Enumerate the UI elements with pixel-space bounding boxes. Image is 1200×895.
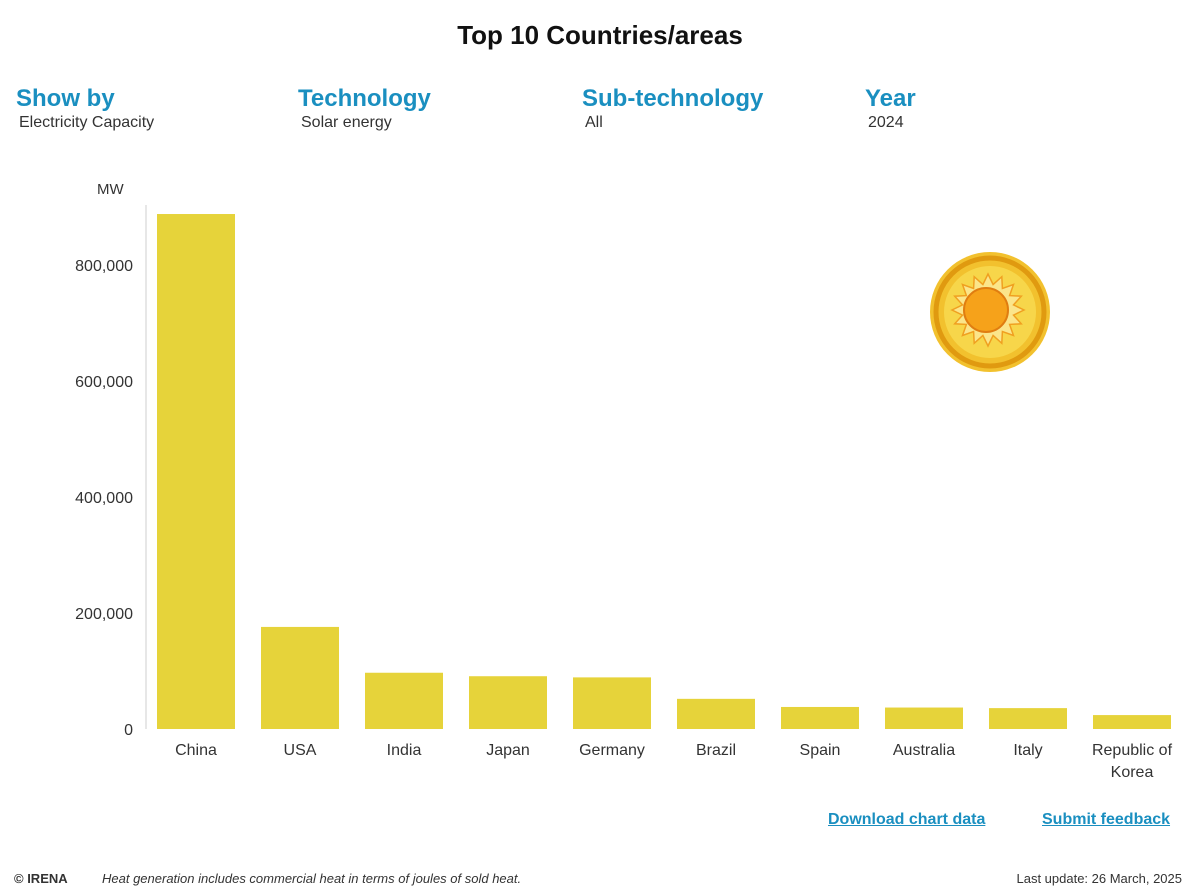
- y-tick-label: 600,000: [75, 374, 133, 391]
- filter-show-by[interactable]: Show by Electricity Capacity: [16, 84, 154, 132]
- bar-chart: MW 0 200,000 400,000 600,000 800,000 China USA I…: [75, 181, 1173, 781]
- bar-germany: [573, 677, 651, 729]
- y-tick-label: 200,000: [75, 606, 133, 623]
- filter-technology-value: Solar energy: [301, 114, 392, 131]
- filter-year-value: 2024: [868, 114, 904, 131]
- bar-spain: [781, 706, 859, 729]
- x-tick-label: Republic of: [1092, 742, 1173, 759]
- bar-italy: [989, 708, 1067, 729]
- x-tick-label: Spain: [800, 742, 841, 759]
- x-tick-label: Japan: [486, 742, 530, 759]
- filter-year[interactable]: Year 2024: [865, 84, 916, 132]
- bar-australia: [885, 707, 963, 729]
- y-tick-label: 800,000: [75, 258, 133, 275]
- footer-note: Heat generation includes commercial heat…: [102, 871, 522, 886]
- submit-feedback-link[interactable]: Submit feedback: [1042, 811, 1171, 828]
- x-tick-label: Germany: [579, 742, 645, 759]
- filter-sub-technology-label: Sub-technology: [582, 85, 764, 112]
- bar-india: [365, 672, 443, 729]
- download-chart-data-link[interactable]: Download chart data: [828, 811, 986, 828]
- x-tick-label: Brazil: [696, 742, 736, 759]
- bar-china: [157, 214, 235, 729]
- x-tick-label: China: [175, 742, 217, 759]
- y-tick-label: 0: [124, 722, 133, 739]
- x-tick-label: Korea: [1111, 764, 1154, 781]
- filter-technology[interactable]: Technology Solar energy: [298, 84, 431, 132]
- filter-show-by-label: Show by: [16, 85, 115, 112]
- filter-sub-technology[interactable]: Sub-technology All: [582, 84, 763, 132]
- copyright: © IRENA: [14, 871, 68, 886]
- bar-japan: [469, 676, 547, 729]
- last-update: Last update: 26 March, 2025: [1016, 871, 1182, 886]
- page-title: Top 10 Countries/areas: [457, 20, 743, 50]
- y-tick-label: 400,000: [75, 490, 133, 507]
- x-tick-label: Italy: [1013, 742, 1042, 759]
- bar-brazil: [677, 698, 755, 729]
- x-tick-label: Australia: [893, 742, 955, 759]
- x-tick-label: India: [387, 742, 422, 759]
- y-axis-unit: MW: [97, 181, 124, 198]
- bar-usa: [261, 626, 339, 729]
- filter-technology-label: Technology: [298, 85, 431, 112]
- x-tick-label: USA: [284, 742, 317, 759]
- sun-icon: [930, 252, 1050, 372]
- filter-year-label: Year: [865, 85, 916, 112]
- filter-show-by-value: Electricity Capacity: [19, 114, 155, 131]
- filter-sub-technology-value: All: [585, 114, 603, 131]
- bar-republic-of-korea: [1093, 715, 1171, 729]
